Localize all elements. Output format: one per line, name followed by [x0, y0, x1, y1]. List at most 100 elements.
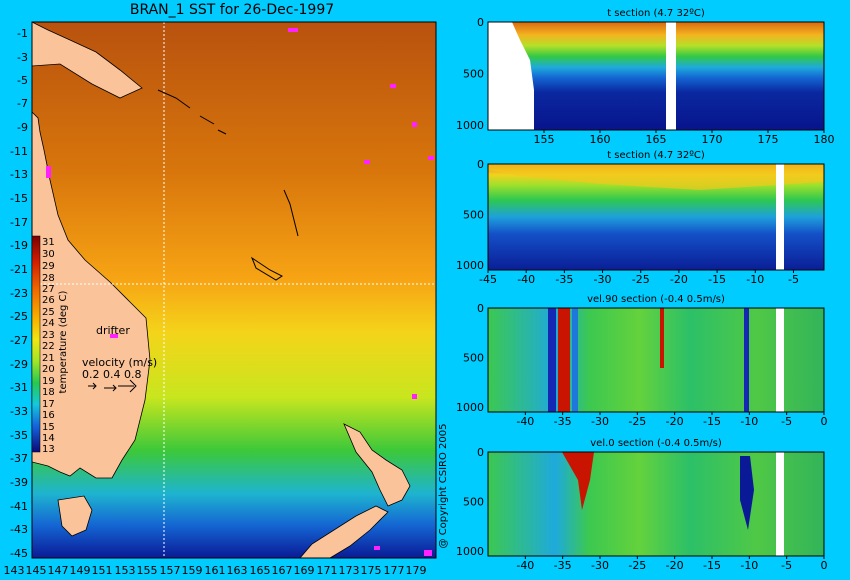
section-2-y-tick-label: 0 — [477, 158, 484, 171]
section-3-y-tick-label: 0 — [477, 302, 484, 315]
colorbar-tick-label: 19 — [42, 376, 55, 387]
lon-tick-label: 153 — [115, 564, 136, 577]
section-panel-4: vel.0 section (-0.4 0.5m/s) — [487, 438, 825, 557]
lat-tick-label: -33 — [10, 405, 28, 418]
section-4-y-tick-label: 0 — [477, 446, 484, 459]
colorbar-tick-label: 22 — [42, 341, 55, 352]
land-tasmania — [57, 495, 93, 537]
section-2-x-tick-label: -40 — [517, 273, 535, 286]
lat-tick-label: -39 — [10, 476, 28, 489]
lat-tick-label: -9 — [17, 121, 28, 134]
colorbar-tick-label: 26 — [42, 295, 55, 306]
section-1-x-tick-label: 165 — [646, 133, 667, 146]
lon-axis: 143 145 147 149 151 153 155 157 159 161 … — [4, 564, 427, 577]
lat-tick-label: -29 — [10, 358, 28, 371]
section-1-missing — [488, 22, 534, 130]
lon-tick-label: 179 — [406, 564, 427, 577]
land-new-guinea — [31, 21, 143, 99]
colorbar-tick-label: 30 — [42, 249, 55, 260]
colorbar-tick-label: 21 — [42, 353, 55, 364]
velocity-label: velocity (m/s) — [82, 356, 157, 369]
lon-tick-label: 167 — [272, 564, 293, 577]
lat-tick-label: -3 — [17, 51, 28, 64]
land-nz-north — [343, 423, 411, 507]
velocity-arrows — [88, 379, 137, 393]
section-3-x-tick-label: -30 — [591, 415, 609, 428]
lon-tick-label: 145 — [26, 564, 47, 577]
land-new-caledonia — [250, 256, 283, 281]
section-2-missing — [776, 164, 784, 270]
section-4-core — [740, 456, 754, 530]
colorbar-tick-label: 23 — [42, 330, 55, 341]
drifter-markers — [46, 28, 434, 556]
section-3-x-tick-label: 0 — [821, 415, 828, 428]
section-1-x-tick-label: 170 — [702, 133, 723, 146]
colorbar-tick-label: 31 — [42, 237, 55, 248]
section-1-y-tick-label: 1000 — [456, 119, 484, 132]
section-4-x-tick-label: -5 — [781, 559, 792, 572]
section-2-x-tick-label: -35 — [555, 273, 573, 286]
lat-tick-label: -45 — [10, 547, 28, 560]
section-1-x-tick-label: 175 — [758, 133, 779, 146]
section-4-core — [562, 452, 594, 510]
section-3-core — [572, 308, 578, 412]
section-3-core — [558, 308, 570, 412]
section-4-x-tick-label: -10 — [740, 559, 758, 572]
section-2-y-tick-label: 1000 — [456, 259, 484, 272]
section-1-field — [488, 22, 824, 130]
lat-axis: -1 -3 -5 -7 -9 -11 -13 -15 -17 -19 -21 -… — [10, 27, 28, 560]
section-panel-1: t section (4.7 32ºC) — [487, 8, 825, 131]
lon-tick-label: 169 — [294, 564, 315, 577]
section-3-title: vel.90 section (-0.4 0.5m/s) — [587, 294, 725, 305]
section-4-x-tick-label: -20 — [666, 559, 684, 572]
section-3-y-tick-label: 1000 — [456, 401, 484, 414]
section-3-field — [488, 308, 824, 412]
section-4-x-tick-label: -30 — [591, 559, 609, 572]
sst-map — [31, 21, 437, 559]
section-2-x-tick-label: -20 — [670, 273, 688, 286]
lon-tick-label: 159 — [182, 564, 203, 577]
colorbar-tick-label: 28 — [42, 273, 55, 284]
section-1-x-tick-label: 160 — [590, 133, 611, 146]
section-3-x-tick-label: -5 — [781, 415, 792, 428]
section-3-y-tick-label: 500 — [463, 352, 484, 365]
colorbar-tick-label: 16 — [42, 410, 55, 421]
lon-tick-label: 165 — [250, 564, 271, 577]
colorbar-tick-label: 20 — [42, 364, 55, 375]
section-2-x-tick-label: -25 — [632, 273, 650, 286]
lon-tick-label: 161 — [205, 564, 226, 577]
section-4-title: vel.0 section (-0.4 0.5m/s) — [590, 438, 722, 449]
lat-tick-label: -11 — [10, 145, 28, 158]
section-4-x-tick-label: -40 — [516, 559, 534, 572]
colorbar-tick-label: 18 — [42, 387, 55, 398]
section-1-y-tick-label: 0 — [477, 16, 484, 29]
land-vanuatu — [283, 189, 299, 237]
colorbar-tick-label: 24 — [42, 318, 55, 329]
lon-tick-label: 157 — [160, 564, 181, 577]
lon-tick-label: 171 — [317, 564, 338, 577]
section-2-x-tick-label: -45 — [479, 273, 497, 286]
lat-tick-label: -19 — [10, 239, 28, 252]
section-4-x-tick-label: 0 — [821, 559, 828, 572]
section-2-x-tick-label: -30 — [594, 273, 612, 286]
colorbar-ramp — [31, 235, 41, 453]
colorbar-ticks: 31 30 29 28 27 26 25 24 23 22 21 20 19 1… — [42, 237, 55, 455]
lat-tick-label: -43 — [10, 523, 28, 536]
section-4-frame — [487, 451, 825, 557]
lat-tick-label: -25 — [10, 310, 28, 323]
lat-tick-label: -23 — [10, 287, 28, 300]
drifter-label: drifter — [96, 324, 130, 337]
colorbar: 31 30 29 28 27 26 25 24 23 22 21 20 19 1… — [31, 235, 69, 455]
section-panel-3: vel.90 section (-0.4 0.5m/s) — [487, 294, 825, 413]
section-1-title: t section (4.7 32ºC) — [607, 8, 705, 19]
lat-tick-label: -13 — [10, 168, 28, 181]
section-4-x-tick-label: -35 — [554, 559, 572, 572]
lat-tick-label: -27 — [10, 334, 28, 347]
section-1-missing — [666, 22, 676, 130]
lon-tick-label: 163 — [227, 564, 248, 577]
colorbar-tick-label: 17 — [42, 399, 55, 410]
lat-tick-label: -41 — [10, 500, 28, 513]
colorbar-tick-label: 29 — [42, 261, 55, 272]
lat-tick-label: -1 — [17, 27, 28, 40]
section-3-frame — [487, 307, 825, 413]
